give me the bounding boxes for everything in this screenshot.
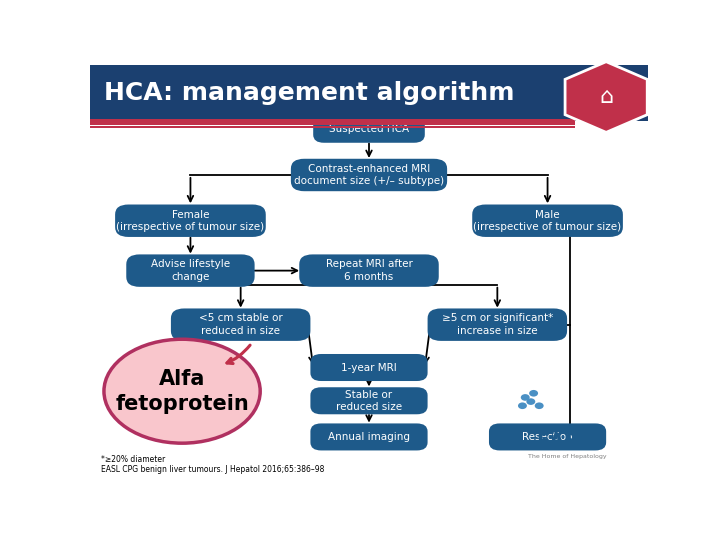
Circle shape [535,402,544,409]
Text: Stable or
reduced size: Stable or reduced size [336,389,402,412]
FancyBboxPatch shape [310,387,428,414]
Circle shape [526,399,535,405]
Text: Suspected HCA: Suspected HCA [329,124,409,134]
Text: Contrast-enhanced MRI
document size (+/– subtype): Contrast-enhanced MRI document size (+/–… [294,164,444,186]
Text: Repeat MRI after
6 months: Repeat MRI after 6 months [325,259,413,282]
Circle shape [521,394,530,401]
Text: <5 cm stable or
reduced in size: <5 cm stable or reduced in size [199,314,282,336]
Text: ≥5 cm or significant*
increase in size: ≥5 cm or significant* increase in size [441,314,553,336]
Polygon shape [565,62,647,132]
FancyBboxPatch shape [300,254,438,287]
FancyBboxPatch shape [310,423,428,450]
Text: The Home of Hepatology: The Home of Hepatology [528,454,607,458]
Circle shape [518,402,527,409]
FancyBboxPatch shape [313,116,425,143]
Text: Alfa
fetoprotein: Alfa fetoprotein [115,369,249,414]
FancyBboxPatch shape [115,205,266,237]
Text: ™: ™ [556,441,566,451]
Text: Resection: Resection [522,432,573,442]
Circle shape [529,390,538,396]
Text: Annual imaging: Annual imaging [328,432,410,442]
FancyBboxPatch shape [126,254,255,287]
FancyBboxPatch shape [428,308,567,341]
Text: HCA: management algorithm: HCA: management algorithm [104,81,515,105]
Text: ⌂: ⌂ [599,87,613,107]
FancyBboxPatch shape [90,65,648,121]
Text: *≥20% diameter
EASL CPG benign liver tumours. J Hepatol 2016;65:386–98: *≥20% diameter EASL CPG benign liver tum… [101,455,325,474]
Ellipse shape [104,339,260,443]
FancyBboxPatch shape [90,119,575,125]
Text: Female
(irrespective of tumour size): Female (irrespective of tumour size) [117,210,264,232]
FancyBboxPatch shape [310,354,428,381]
FancyBboxPatch shape [291,159,447,191]
Text: 1-year MRI: 1-year MRI [341,362,397,373]
Text: EASL: EASL [536,433,591,451]
FancyBboxPatch shape [472,205,623,237]
Text: Advise lifestyle
change: Advise lifestyle change [151,259,230,282]
FancyBboxPatch shape [489,423,606,450]
FancyBboxPatch shape [171,308,310,341]
FancyBboxPatch shape [90,126,575,129]
Text: Male
(irrespective of tumour size): Male (irrespective of tumour size) [474,210,621,232]
